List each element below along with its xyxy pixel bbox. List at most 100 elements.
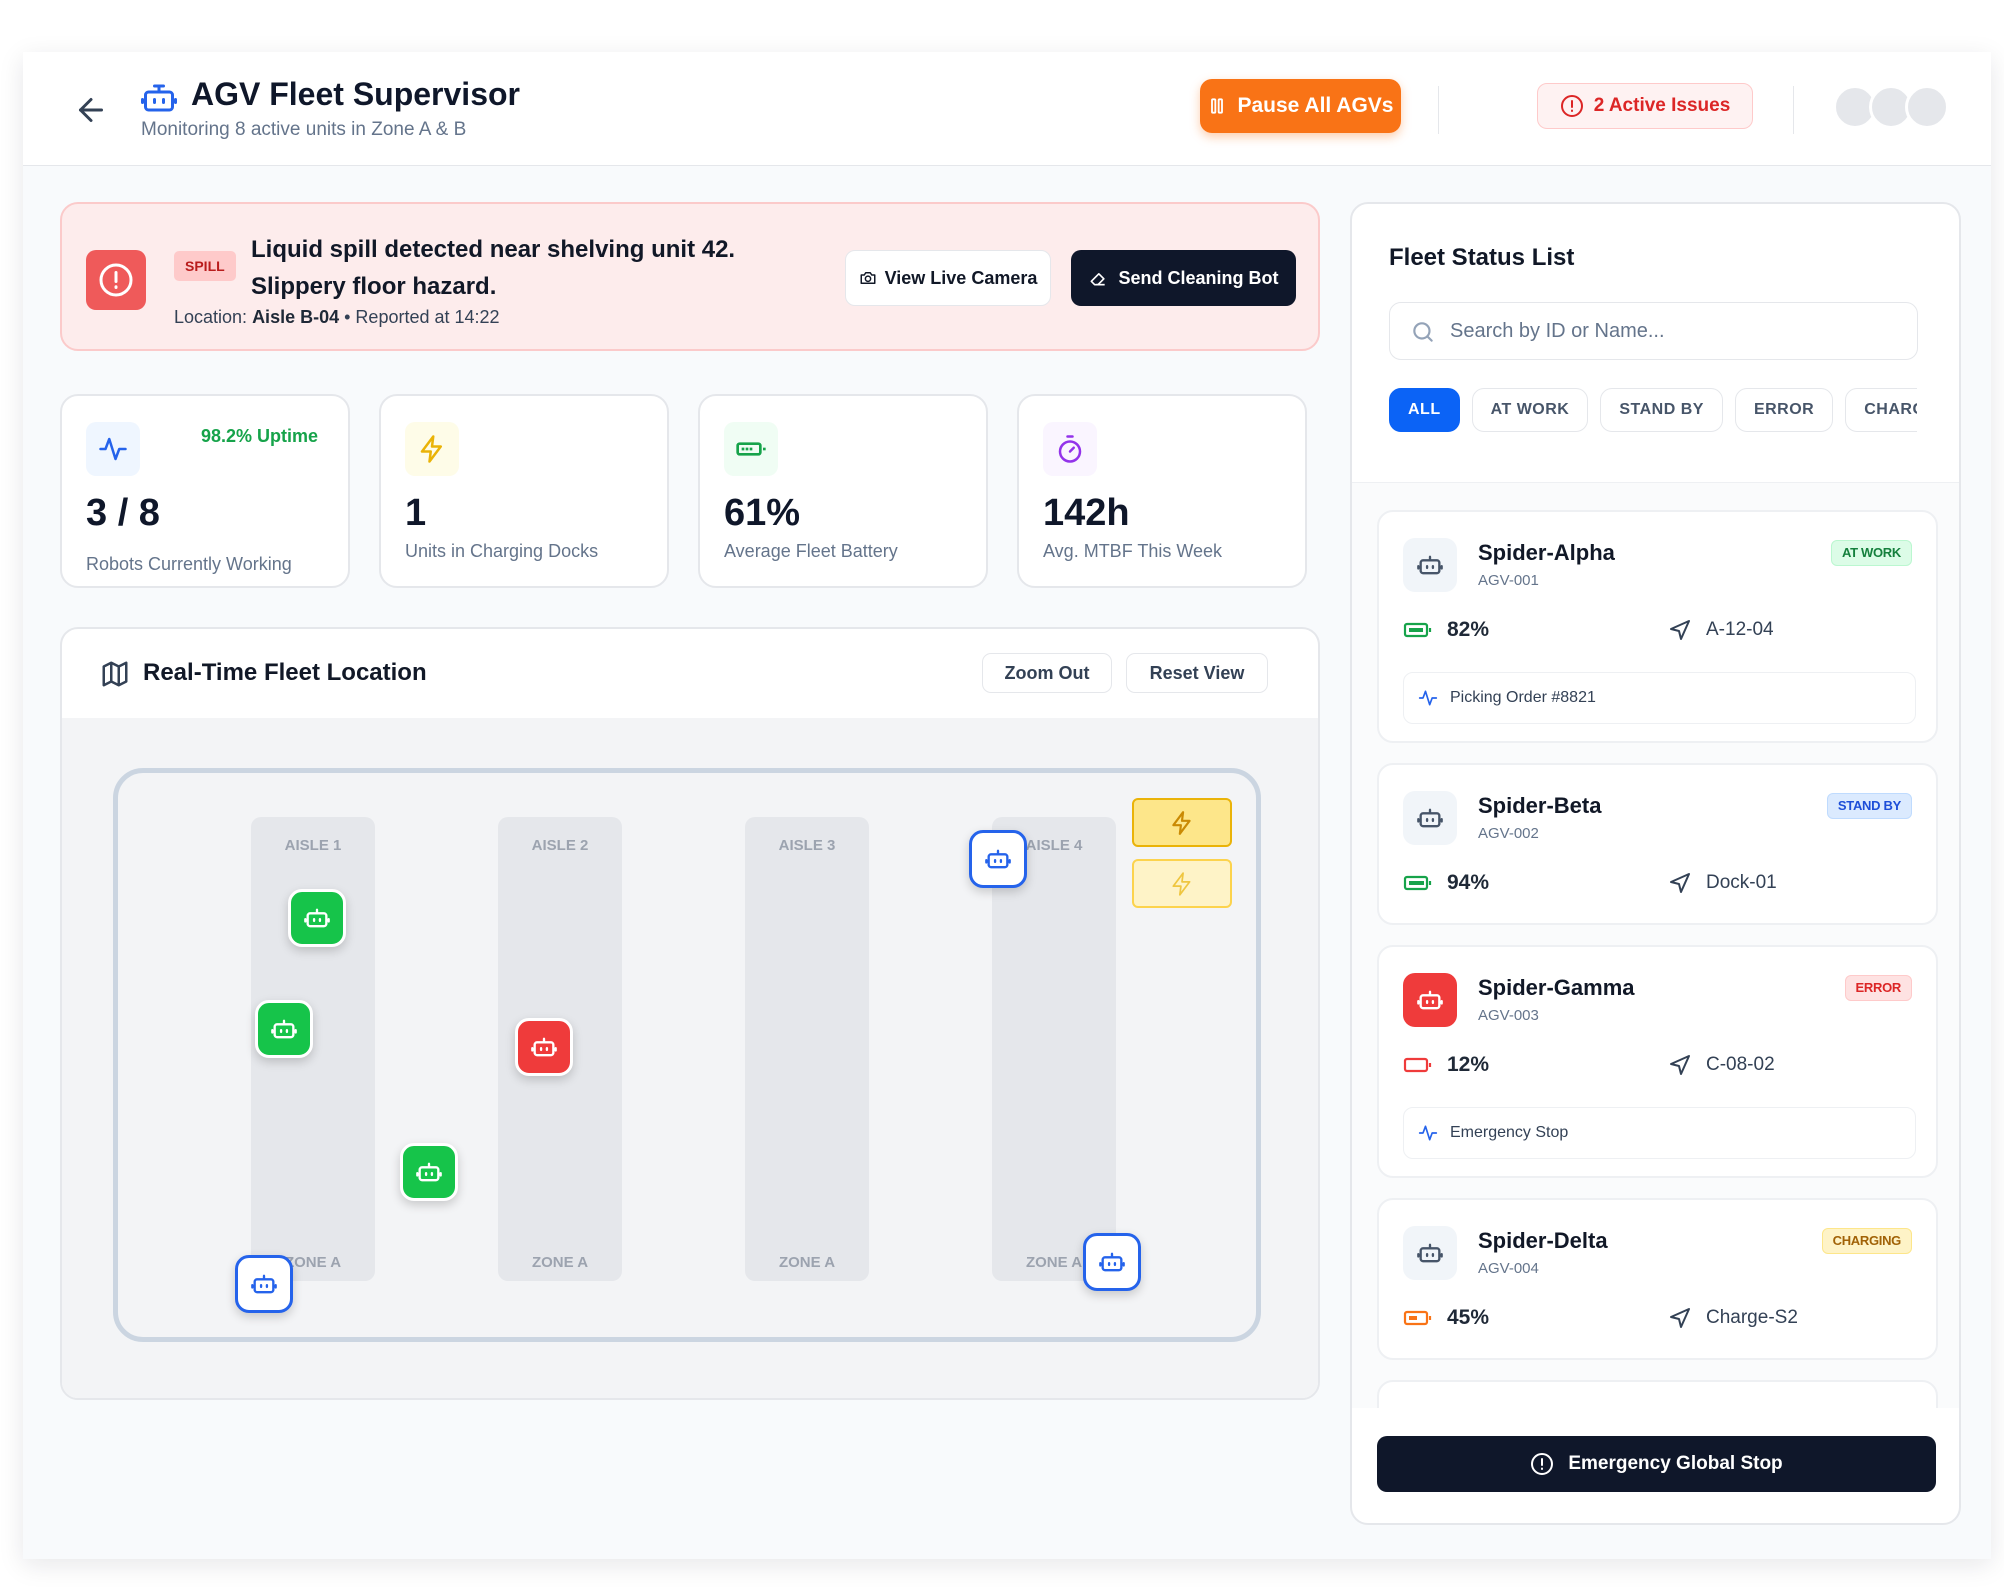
charging-dock[interactable] [1132,798,1232,847]
battery-value: 45% [1447,1306,1490,1329]
alert-icon-box [86,250,146,310]
location-readout: C-08-02 [1668,1053,1775,1077]
avatar[interactable] [1905,85,1949,129]
alert-location: Aisle B-04 [252,307,340,327]
pause-all-label: Pause All AGVs [1237,94,1394,117]
battery-icon [1403,1310,1432,1326]
active-issues-label: 2 Active Issues [1593,95,1731,116]
robot-marker[interactable] [400,1143,458,1201]
navigation-icon [1670,1055,1690,1075]
task-row: Picking Order #8821 [1403,672,1916,724]
location-value: A-12-04 [1706,619,1774,640]
robot-icon [141,84,177,112]
filter-error[interactable]: ERROR [1734,388,1834,432]
robot-marker[interactable] [255,1000,313,1058]
robot-card[interactable]: Spider-Alpha AGV-001 AT WORK 82% A-12-04… [1377,510,1938,743]
stat-label: Avg. MTBF This Week [1043,541,1223,561]
alert-title: Liquid spill detected near shelving unit… [251,236,736,300]
map-canvas[interactable]: AISLE 1 ZONE A AISLE 2 ZONE A AISLE 3 ZO… [62,718,1318,1398]
battery-value: 94% [1447,871,1490,894]
stat-value: 3 / 8 [86,492,160,534]
stat-icon-box [724,422,778,476]
robot-marker[interactable] [515,1018,573,1076]
robot-card[interactable]: Spider-Beta AGV-002 STAND BY 94% Dock-01 [1377,763,1938,925]
stat-card-battery: 61% Average Fleet Battery [698,394,988,588]
search-input[interactable] [1450,303,1900,359]
reset-view-button[interactable]: Reset View [1126,653,1268,693]
battery-value: 82% [1447,618,1490,641]
zone-label: ZONE A [778,1254,836,1271]
zone-label: ZONE A [531,1254,589,1271]
top-header: AGV Fleet Supervisor Monitoring 8 active… [23,52,1991,166]
robot-icon-box [1403,1226,1457,1280]
alert-circle-icon [1531,1453,1554,1475]
robot-id: AGV-002 [1478,825,1539,842]
page-title: AGV Fleet Supervisor [191,76,520,112]
robot-name: Spider-Delta [1478,1228,1608,1253]
robot-card[interactable]: Spider-Delta AGV-004 CHARGING 45% Charge… [1377,1198,1938,1360]
robot-marker[interactable] [969,830,1027,888]
location-readout: Dock-01 [1668,871,1777,895]
aisle-label: AISLE 1 [284,837,342,854]
robot-list[interactable]: Spider-Alpha AGV-001 AT WORK 82% A-12-04… [1352,483,1959,1408]
battery-readout: 82% [1403,618,1489,642]
header-divider [1438,86,1439,134]
alert-meta: Location: Aisle B-04 • Reported at 14:22 [174,307,500,328]
aisle-3: AISLE 3 ZONE A [745,817,869,1281]
filter-at-work[interactable]: AT WORK [1471,388,1589,432]
robot-icon [1417,990,1443,1010]
location-value: Charge-S2 [1706,1307,1798,1328]
lightning-icon [1172,871,1191,896]
aisle-label: AISLE 3 [778,837,836,854]
location-readout: Charge-S2 [1668,1306,1798,1330]
filter-stand-by[interactable]: STAND BY [1600,388,1723,432]
active-issues-button[interactable]: 2 Active Issues [1537,83,1753,129]
task-label: Picking Order #8821 [1450,689,1596,706]
robot-card[interactable] [1377,1380,1938,1408]
robot-marker[interactable] [288,889,346,947]
activity-icon [1418,1125,1438,1141]
robot-id: AGV-001 [1478,572,1539,589]
robot-icon [304,908,330,928]
view-camera-button[interactable]: View Live Camera [845,250,1051,306]
robot-name: Spider-Beta [1478,793,1602,818]
stat-card-mtbf: 142h Avg. MTBF This Week [1017,394,1307,588]
charging-dock[interactable] [1132,859,1232,908]
robot-id: AGV-003 [1478,1007,1539,1024]
task-label: Emergency Stop [1450,1124,1569,1141]
navigation-icon [1670,1308,1690,1328]
battery-icon [736,442,766,456]
robot-marker[interactable] [1083,1233,1141,1291]
filter-all[interactable]: ALL [1389,388,1460,432]
status-badge: ERROR [1844,975,1912,1001]
stat-icon-box [1043,422,1097,476]
pause-all-button[interactable]: Pause All AGVs [1200,79,1401,133]
emergency-stop-button[interactable]: Emergency Global Stop [1377,1436,1936,1492]
pause-icon [1211,98,1224,114]
send-cleaning-bot-button[interactable]: Send Cleaning Bot [1071,250,1296,306]
app-window: AGV Fleet Supervisor Monitoring 8 active… [23,52,1991,1559]
task-row: Emergency Stop [1403,1107,1916,1159]
robot-name: Spider-Alpha [1478,540,1615,565]
battery-readout: 94% [1403,871,1489,895]
stat-label: Robots Currently Working [86,554,292,574]
robot-id: AGV-004 [1478,1260,1539,1277]
filter-charging[interactable]: CHARGING [1845,388,1917,432]
uptime-badge: 98.2% Uptime [200,426,318,446]
alert-circle-icon [1560,95,1583,117]
robot-icon [271,1019,297,1039]
alert-reported: • Reported at 14:22 [344,307,500,327]
zoom-out-button[interactable]: Zoom Out [982,653,1112,693]
location-readout: A-12-04 [1668,618,1774,642]
robot-card[interactable]: Spider-Gamma AGV-003 ERROR 12% C-08-02 E… [1377,945,1938,1178]
robot-marker[interactable] [235,1255,293,1313]
robot-icon-box [1403,538,1457,592]
back-arrow-icon[interactable] [73,92,109,128]
robot-icon [985,849,1011,869]
stat-card-charging: 1 Units in Charging Docks [379,394,669,588]
robot-icon [1099,1252,1125,1272]
stat-card-working: 98.2% Uptime 3 / 8 Robots Currently Work… [60,394,350,588]
panel-divider [1352,482,1959,483]
spill-badge: SPILL [174,251,236,281]
